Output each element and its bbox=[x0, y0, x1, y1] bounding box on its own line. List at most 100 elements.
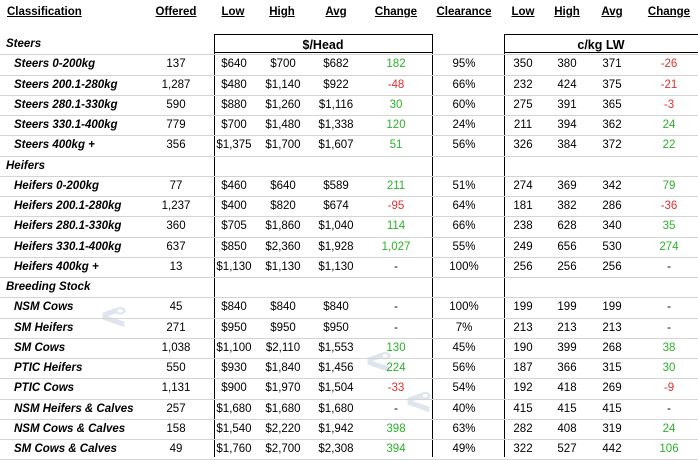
cell-change-kg: - bbox=[667, 321, 671, 334]
row-label: NSM Cows bbox=[14, 301, 74, 314]
cell-low: $700 bbox=[221, 119, 247, 131]
cell-low: $1,680 bbox=[216, 402, 252, 415]
cell-avg: $1,504 bbox=[318, 382, 354, 395]
row-divider bbox=[0, 358, 698, 359]
cell-offered: 77 bbox=[169, 179, 183, 192]
cell-low: $1,375 bbox=[216, 139, 252, 152]
header-change: Change bbox=[374, 6, 418, 18]
cell-avg: $674 bbox=[323, 200, 349, 212]
cell-high-kg: 418 bbox=[557, 382, 577, 395]
row-divider bbox=[0, 236, 698, 238]
cell-high-kg: 369 bbox=[557, 179, 577, 192]
row-label: PTIC Heifers bbox=[14, 362, 83, 374]
cell-avg: $2,308 bbox=[318, 443, 354, 455]
cell-avg: $682 bbox=[323, 58, 349, 71]
cell-offered: 1,038 bbox=[161, 341, 191, 354]
cell-clearance: 100% bbox=[449, 260, 479, 273]
cell-change: - bbox=[394, 301, 398, 314]
cell-high: $1,130 bbox=[265, 260, 301, 273]
cell-avg-kg: 340 bbox=[602, 220, 622, 233]
cell-low: $1,540 bbox=[216, 422, 252, 435]
cell-offered: 45 bbox=[169, 301, 183, 314]
cell-avg-kg: 213 bbox=[602, 321, 622, 334]
cell-avg-kg: 319 bbox=[602, 422, 622, 435]
cell-avg: $1,928 bbox=[318, 240, 354, 253]
cell-change: - bbox=[394, 321, 398, 334]
row-label: Heifers 400kg + bbox=[14, 260, 99, 273]
row-label: SM Cows bbox=[14, 341, 66, 354]
cell-low-kg: 238 bbox=[513, 220, 533, 233]
cell-low: $950 bbox=[221, 321, 247, 334]
cell-clearance: 7% bbox=[455, 321, 473, 334]
group-label: Breeding Stock bbox=[6, 281, 91, 293]
cell-low: $930 bbox=[221, 362, 247, 374]
divider-left bbox=[214, 34, 215, 457]
cell-change-kg: 30 bbox=[662, 362, 676, 374]
cell-avg-kg: 375 bbox=[602, 78, 622, 91]
header-offered: Offered bbox=[155, 6, 197, 18]
cell-change: - bbox=[394, 260, 398, 273]
cell-avg: $1,942 bbox=[318, 422, 354, 435]
header-change-kg: Change bbox=[647, 6, 691, 18]
cell-high: $1,480 bbox=[265, 119, 301, 131]
cell-avg-kg: 371 bbox=[602, 58, 622, 71]
row-label: Steers 280.1-330kg bbox=[14, 98, 118, 111]
header-low-kg: Low bbox=[511, 6, 535, 18]
header-clearance: Clearance bbox=[436, 6, 492, 18]
header-high: High bbox=[269, 6, 295, 18]
cell-clearance: 95% bbox=[452, 58, 476, 71]
row-label: PTIC Cows bbox=[14, 382, 75, 395]
cell-avg-kg: 372 bbox=[602, 139, 622, 152]
cell-change-kg: -36 bbox=[660, 200, 678, 212]
row-divider bbox=[0, 398, 698, 400]
cell-avg-kg: 442 bbox=[602, 443, 622, 455]
row-divider bbox=[0, 74, 698, 76]
cell-low: $640 bbox=[221, 58, 247, 71]
cell-low: $460 bbox=[221, 179, 247, 192]
cell-high: $1,260 bbox=[265, 98, 301, 111]
cell-change-kg: 38 bbox=[662, 341, 676, 354]
cell-offered: 1,131 bbox=[161, 382, 191, 395]
cell-change-kg: - bbox=[667, 260, 671, 273]
cell-offered: 137 bbox=[166, 58, 186, 71]
row-label: Heifers 200.1-280kg bbox=[14, 200, 122, 212]
cell-change-kg: - bbox=[667, 402, 671, 415]
cell-avg-kg: 286 bbox=[602, 200, 622, 212]
subheader-kg: c/kg LW bbox=[577, 38, 625, 52]
row-divider bbox=[0, 94, 698, 96]
row-divider bbox=[0, 378, 698, 380]
cell-high-kg: 399 bbox=[557, 341, 577, 354]
header-classification: Classification bbox=[7, 6, 82, 18]
cell-avg: $1,116 bbox=[318, 98, 354, 111]
cell-change-kg: 24 bbox=[662, 119, 676, 131]
cell-offered: 360 bbox=[166, 220, 186, 233]
cell-offered: 13 bbox=[169, 260, 183, 273]
row-divider bbox=[0, 175, 698, 177]
cell-change: 120 bbox=[386, 119, 406, 131]
cell-low-kg: 192 bbox=[513, 382, 533, 395]
cell-change: 224 bbox=[386, 362, 406, 374]
row-divider bbox=[0, 337, 698, 339]
cell-low-kg: 249 bbox=[513, 240, 533, 253]
cell-high: $700 bbox=[270, 58, 296, 71]
cell-change-kg: -3 bbox=[663, 98, 675, 111]
cell-high: $1,970 bbox=[265, 382, 301, 395]
cell-low: $900 bbox=[221, 382, 247, 395]
cell-avg-kg: 269 bbox=[602, 382, 622, 395]
cell-low: $850 bbox=[221, 240, 247, 253]
row-label: Steers 0-200kg bbox=[14, 58, 96, 71]
cell-high-kg: 527 bbox=[557, 443, 577, 455]
cell-change: -48 bbox=[387, 78, 405, 91]
row-label: Steers 400kg + bbox=[14, 139, 95, 152]
cell-high: $820 bbox=[270, 200, 296, 212]
cell-high-kg: 382 bbox=[557, 200, 577, 212]
row-divider bbox=[0, 54, 698, 56]
cell-clearance: 51% bbox=[452, 179, 476, 192]
cell-high: $1,700 bbox=[265, 139, 301, 152]
cell-low-kg: 350 bbox=[513, 58, 533, 71]
cell-change-kg: -26 bbox=[660, 58, 678, 71]
row-divider bbox=[0, 277, 698, 278]
cell-avg-kg: 268 bbox=[602, 341, 622, 354]
cell-clearance: 24% bbox=[452, 119, 476, 131]
